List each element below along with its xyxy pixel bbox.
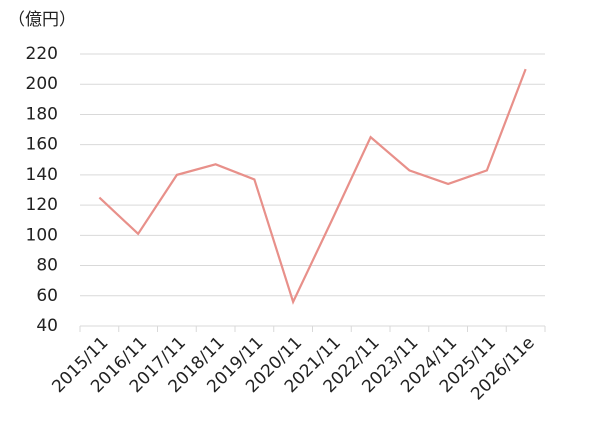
y-tick-label: 140 <box>26 165 58 185</box>
y-tick-label: 180 <box>26 104 58 124</box>
y-tick-label: 220 <box>26 44 58 64</box>
y-tick-label: 40 <box>36 316 58 336</box>
y-tick-label: 120 <box>26 195 58 215</box>
y-unit: （億円） <box>8 10 76 30</box>
y-tick-label: 160 <box>26 135 58 155</box>
y-tick-label: 80 <box>36 256 58 276</box>
series-line <box>98 68 527 305</box>
y-tick-label: 60 <box>36 286 58 306</box>
y-tick-label: 100 <box>26 225 58 245</box>
y-tick-label: 200 <box>26 74 58 94</box>
